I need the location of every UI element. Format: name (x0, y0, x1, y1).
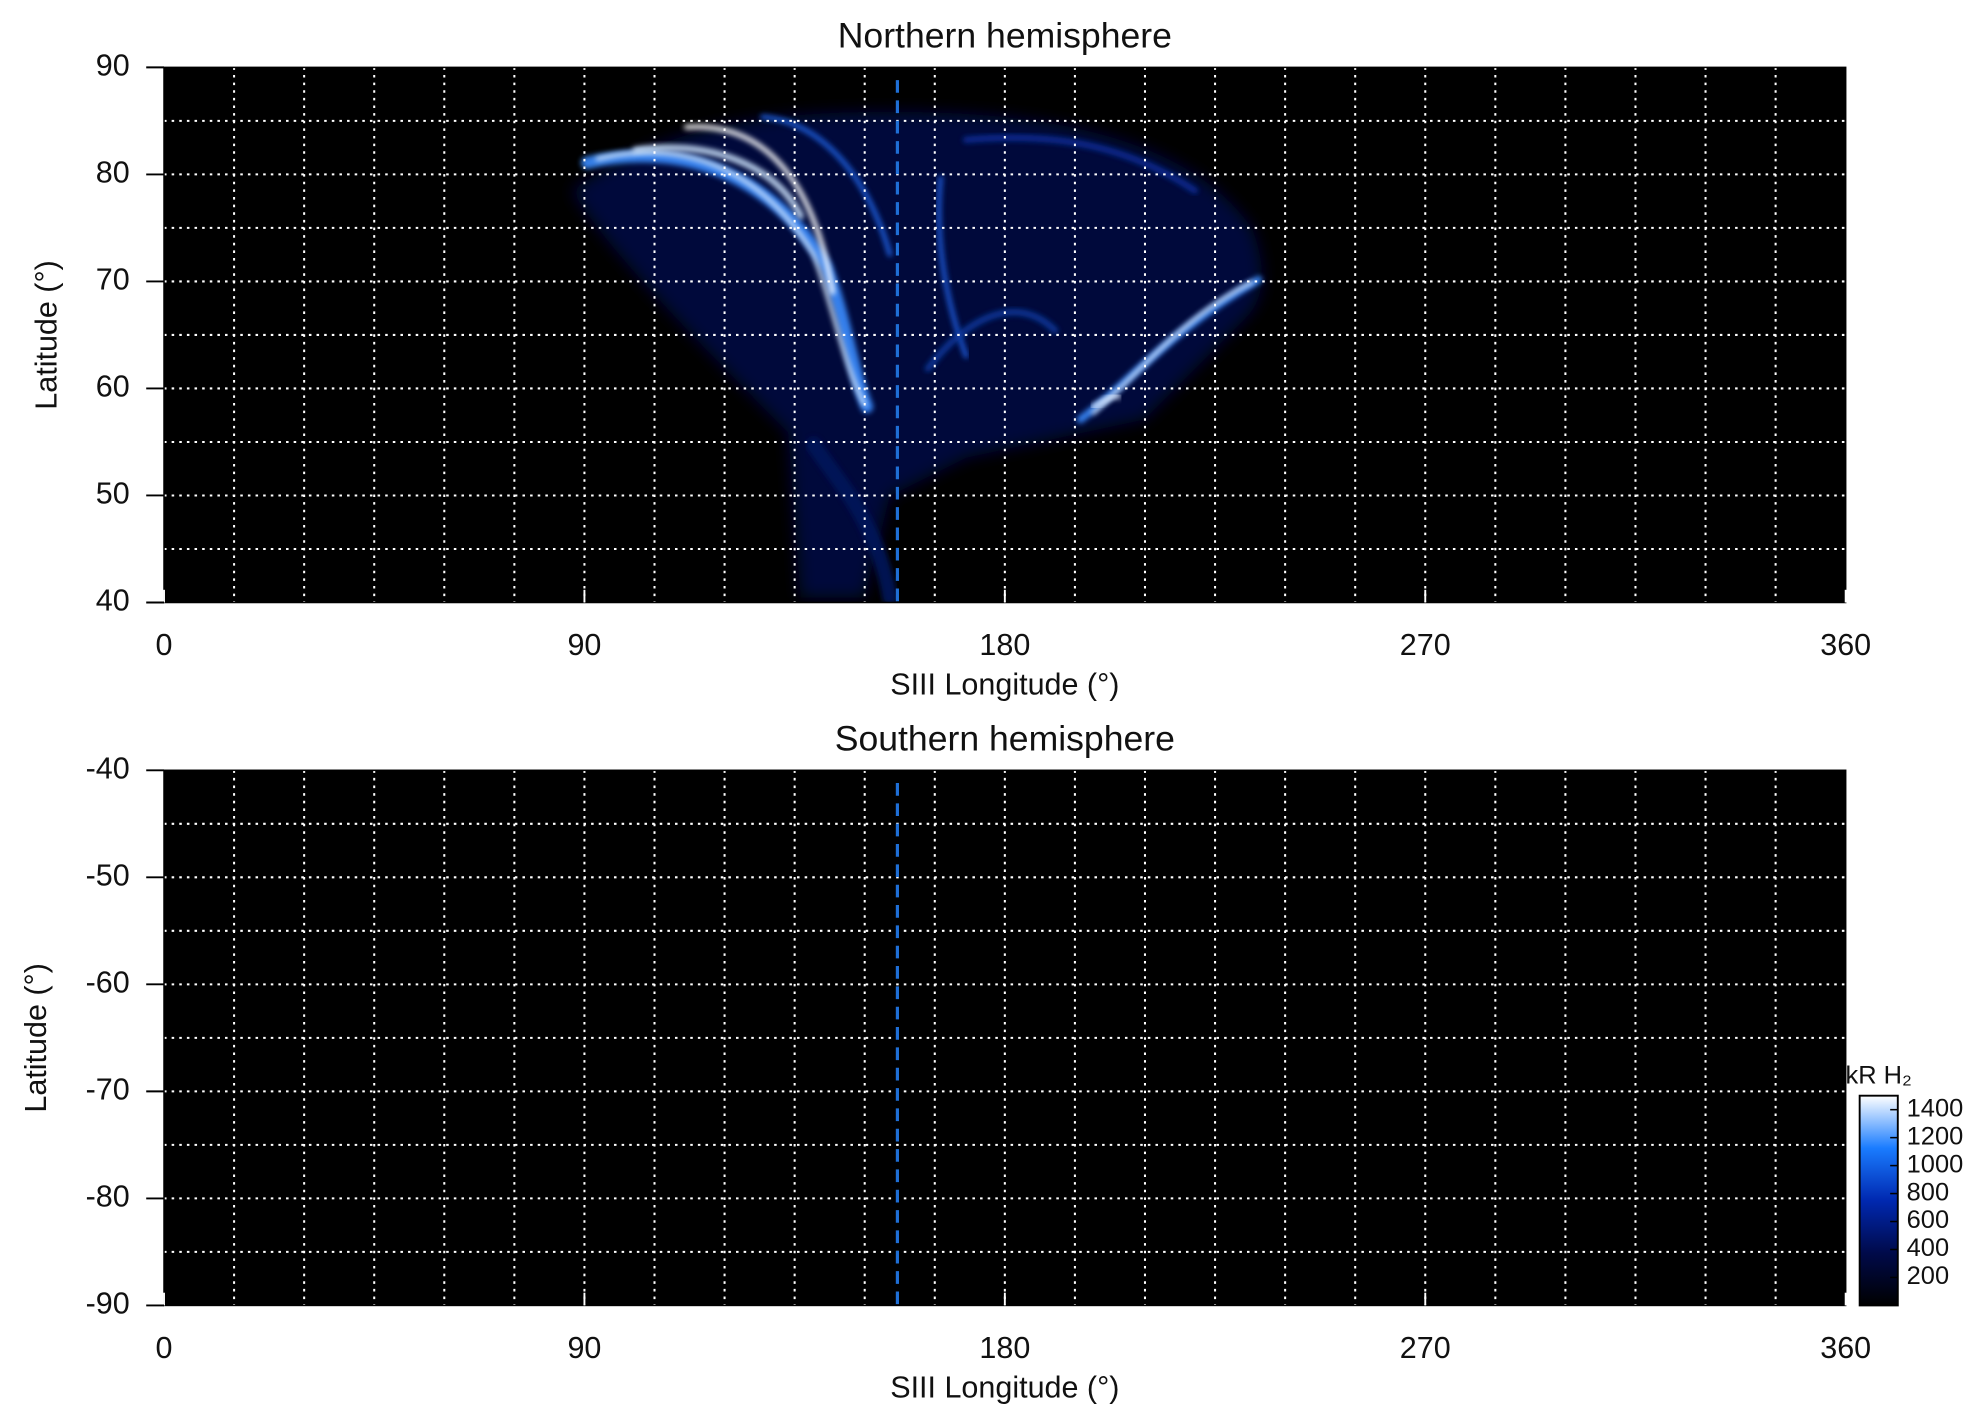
y-tick-label: -70 (86, 1072, 130, 1106)
chart-title: Southern hemisphere (835, 718, 1175, 758)
colorbar-label: kR H₂ (1846, 1061, 1912, 1089)
colorbar-tick-label: 800 (1907, 1178, 1949, 1206)
y-tick-label: 40 (96, 584, 130, 618)
y-tick-label: -90 (86, 1286, 130, 1320)
x-axis-label: SIII Longitude (°) (890, 667, 1119, 701)
x-tick-label: 0 (156, 628, 173, 662)
y-tick-label: -50 (86, 858, 130, 892)
y-tick-label: -40 (86, 751, 130, 785)
emission-arc (632, 144, 805, 220)
emission-arc (683, 124, 836, 295)
y-tick-label: 60 (96, 370, 130, 404)
x-tick-label: 360 (1820, 1331, 1871, 1365)
colorbar-tick-label: 1200 (1907, 1122, 1964, 1150)
x-tick-label: 180 (979, 1331, 1030, 1365)
panel: Northern hemisphere 0 90 180 270 360 40 50 60 70 8… (29, 16, 1871, 702)
x-axis-label: SIII Longitude (°) (890, 1370, 1119, 1404)
y-tick-label: 90 (96, 48, 130, 82)
colorbar-tick-label: 1000 (1907, 1150, 1964, 1178)
panel: Southern hemisphere 0 90 180 270 360 -90 -80 -70… (19, 718, 1871, 1404)
colorbar-tick-label: 1400 (1907, 1094, 1964, 1122)
x-tick-label: 0 (156, 1331, 173, 1365)
plot-frame (163, 66, 1847, 604)
x-tick-label: 90 (567, 628, 601, 662)
y-tick-label: -80 (86, 1179, 130, 1213)
colorbar-tick-label: 400 (1907, 1234, 1949, 1262)
emission-map (572, 111, 1263, 603)
x-tick-label: 180 (979, 628, 1030, 662)
y-tick-label: 80 (96, 155, 130, 189)
chart-title: Northern hemisphere (838, 16, 1172, 56)
y-axis-label: Latitude (°) (19, 963, 53, 1113)
emission-arc (962, 134, 1199, 194)
emission-arc (1090, 393, 1122, 410)
x-tick-label: 270 (1400, 628, 1451, 662)
emission-arc (760, 114, 893, 257)
x-tick-label: 90 (567, 1331, 601, 1365)
emission-arc (595, 150, 867, 407)
y-axis-label: Latitude (°) (29, 260, 63, 410)
y-tick-label: 50 (96, 477, 130, 511)
y-tick-label: 70 (96, 262, 130, 296)
emission-region (572, 111, 1262, 598)
y-tick-label: -60 (86, 965, 130, 999)
colorbar-tick-label: 200 (1907, 1262, 1949, 1290)
colorbar-scale (1858, 1094, 1899, 1307)
x-tick-label: 360 (1820, 628, 1871, 662)
emission-arc (805, 437, 898, 603)
emission-arc (924, 309, 1059, 372)
emission-arc (580, 149, 874, 414)
x-tick-label: 270 (1400, 1331, 1451, 1365)
colorbar-tick-label: 600 (1907, 1206, 1949, 1234)
